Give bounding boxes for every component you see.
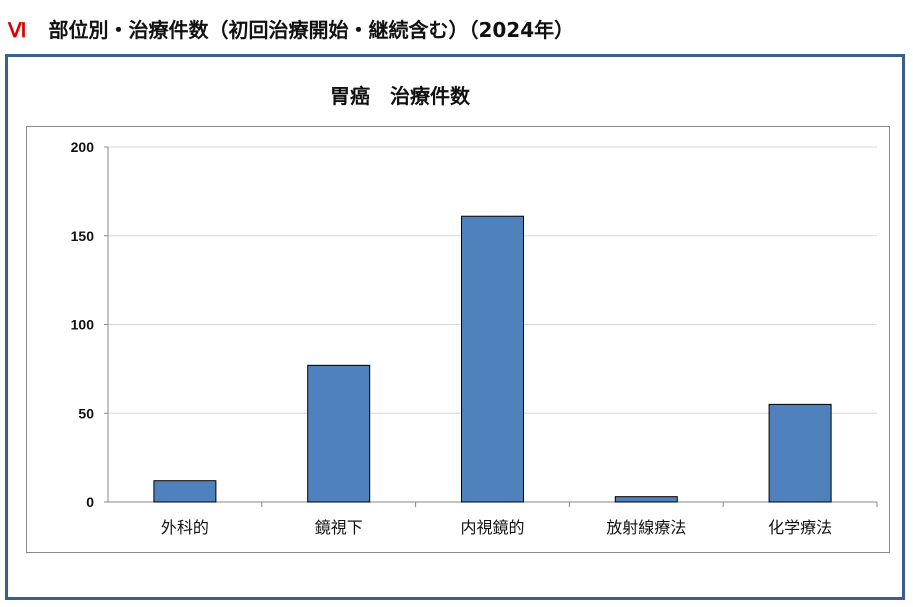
chart-frame [5,54,905,600]
bar [614,496,678,503]
bar [461,215,524,503]
page-heading: Ⅵ 部位別・治療件数（初回治療開始・継続含む）（2024年） [8,14,574,43]
y-tick-label: 100 [71,317,95,333]
y-tick-label: 0 [86,494,94,510]
x-category-label: 放射線療法 [606,518,686,537]
y-tick-label: 150 [71,228,95,244]
x-category-label: 内視鏡的 [460,518,524,537]
section-number: Ⅵ [8,20,27,42]
x-category-label: 鏡視下 [315,518,363,537]
x-category-label: 化学療法 [768,518,832,537]
heading-text: 部位別・治療件数（初回治療開始・継続含む）（2024年） [48,18,575,42]
chart-title: 胃癌 治療件数 [330,84,470,108]
y-tick-label: 50 [78,405,94,421]
bar [307,364,371,503]
y-tick-label: 200 [71,139,95,155]
x-category-label: 外科的 [161,518,209,537]
bar [768,403,832,503]
bar [153,480,217,503]
plot-area-border [26,126,890,553]
